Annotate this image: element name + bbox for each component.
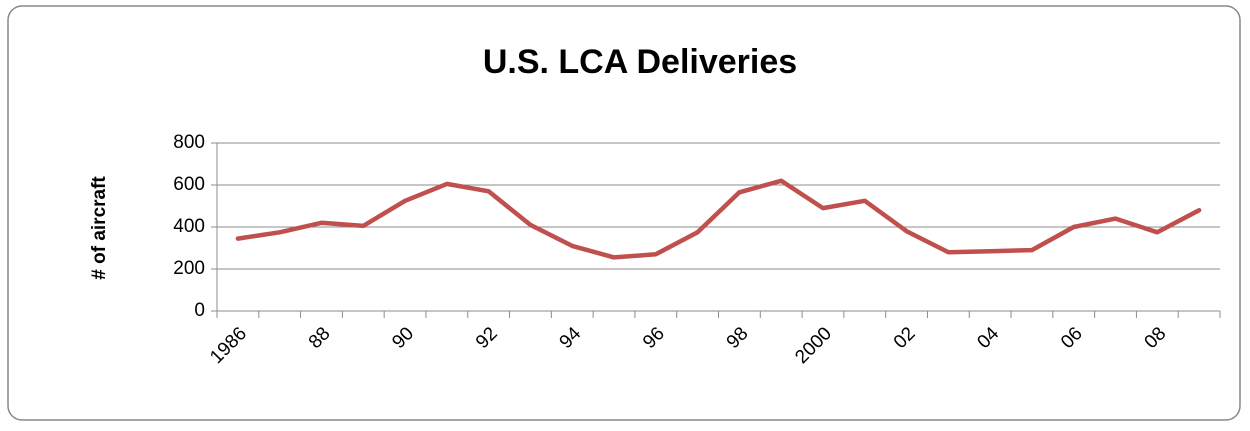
y-axis-label: # of aircraft bbox=[89, 176, 110, 280]
y-tick-label: 800 bbox=[173, 132, 205, 153]
series-line bbox=[235, 178, 1202, 260]
chart-title: U.S. LCA Deliveries bbox=[483, 43, 797, 81]
y-tick-label: 400 bbox=[173, 216, 205, 237]
y-tick-label: 0 bbox=[194, 300, 205, 321]
y-tick-label: 200 bbox=[173, 258, 205, 279]
y-tick-label: 600 bbox=[173, 174, 205, 195]
chart-frame bbox=[7, 5, 1241, 421]
